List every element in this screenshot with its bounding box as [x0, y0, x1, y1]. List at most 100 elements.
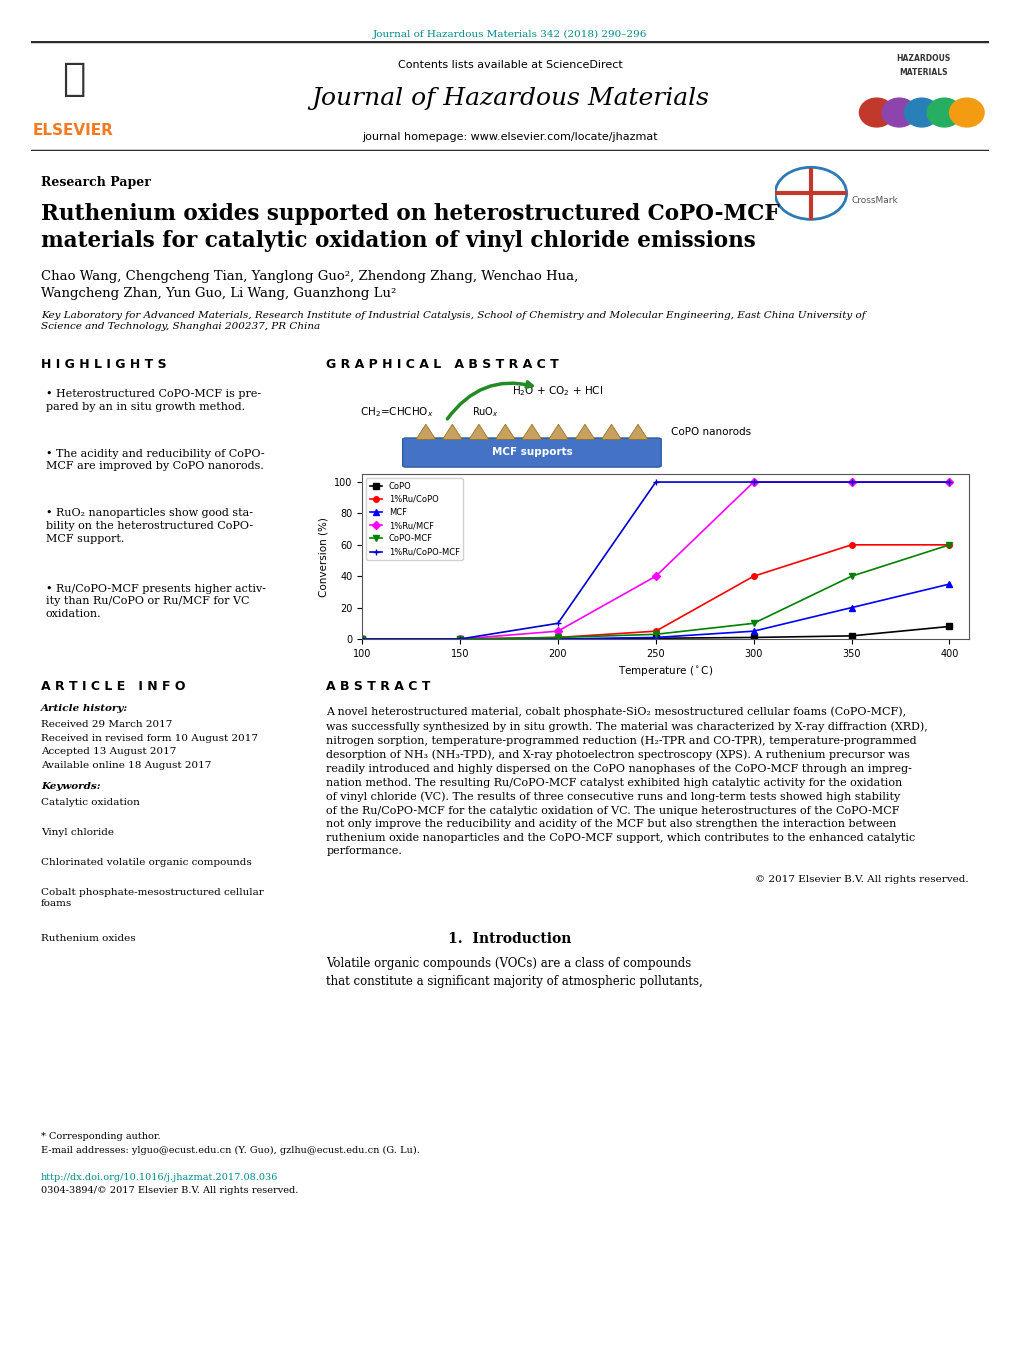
1%Ru/CoPO — [845, 536, 857, 553]
1%Ru/MCF — [747, 474, 759, 490]
Polygon shape — [628, 424, 647, 439]
CoPO — [845, 628, 857, 644]
Text: Contents lists available at ScienceDirect: Contents lists available at ScienceDirec… — [397, 61, 622, 70]
1%Ru/CoPO-MCF — [943, 474, 955, 490]
Polygon shape — [548, 424, 568, 439]
1%Ru/CoPO — [943, 536, 955, 553]
Text: MATERIALS: MATERIALS — [898, 69, 947, 77]
CoPO-MCF — [453, 631, 466, 647]
Text: Keywords:: Keywords: — [41, 782, 100, 792]
Text: A R T I C L E   I N F O: A R T I C L E I N F O — [41, 680, 185, 693]
Text: E-mail addresses: ylguo@ecust.edu.cn (Y. Guo), gzlhu@ecust.edu.cn (G. Lu).: E-mail addresses: ylguo@ecust.edu.cn (Y.… — [41, 1146, 419, 1155]
Text: © 2017 Elsevier B.V. All rights reserved.: © 2017 Elsevier B.V. All rights reserved… — [755, 875, 968, 885]
MCF — [356, 631, 368, 647]
MCF — [649, 630, 661, 646]
Text: Cobalt phosphate-mesostructured cellular
foams: Cobalt phosphate-mesostructured cellular… — [41, 888, 263, 908]
Text: journal homepage: www.elsevier.com/locate/jhazmat: journal homepage: www.elsevier.com/locat… — [362, 132, 657, 142]
MCF — [747, 623, 759, 639]
CoPO-MCF — [845, 569, 857, 585]
CoPO-MCF — [649, 627, 661, 643]
Text: A B S T R A C T: A B S T R A C T — [326, 680, 430, 693]
1%Ru/CoPO — [551, 630, 564, 646]
Polygon shape — [442, 424, 462, 439]
1%Ru/CoPO — [453, 631, 466, 647]
CoPO — [649, 630, 661, 646]
1%Ru/CoPO — [747, 569, 759, 585]
Text: Received 29 March 2017: Received 29 March 2017 — [41, 720, 172, 730]
1%Ru/CoPO-MCF — [747, 474, 759, 490]
Text: Ruthenium oxides supported on heterostructured CoPO-MCF
materials for catalytic : Ruthenium oxides supported on heterostru… — [41, 203, 779, 251]
Circle shape — [949, 99, 983, 127]
MCF — [453, 631, 466, 647]
1%Ru/MCF — [551, 623, 564, 639]
Polygon shape — [495, 424, 515, 439]
1%Ru/MCF — [453, 631, 466, 647]
Circle shape — [904, 99, 938, 127]
CoPO — [747, 630, 759, 646]
1%Ru/MCF — [845, 474, 857, 490]
MCF — [943, 576, 955, 592]
Line: 1%Ru/CoPO-MCF: 1%Ru/CoPO-MCF — [359, 480, 952, 642]
Text: * Corresponding author.: * Corresponding author. — [41, 1132, 160, 1142]
Text: ELSEVIER: ELSEVIER — [33, 123, 114, 138]
Text: Research Paper: Research Paper — [41, 176, 151, 189]
Text: CrossMark: CrossMark — [851, 196, 898, 205]
Circle shape — [881, 99, 916, 127]
Polygon shape — [522, 424, 541, 439]
1%Ru/MCF — [649, 569, 661, 585]
CoPO-MCF — [551, 630, 564, 646]
Line: 1%Ru/MCF: 1%Ru/MCF — [359, 480, 952, 642]
Line: CoPO: CoPO — [359, 624, 952, 642]
CoPO-MCF — [747, 615, 759, 631]
Text: Chlorinated volatile organic compounds: Chlorinated volatile organic compounds — [41, 858, 252, 867]
FancyBboxPatch shape — [403, 438, 660, 467]
CoPO-MCF — [356, 631, 368, 647]
Circle shape — [859, 99, 893, 127]
Line: 1%Ru/CoPO: 1%Ru/CoPO — [359, 542, 952, 642]
1%Ru/CoPO — [649, 623, 661, 639]
1%Ru/CoPO-MCF — [453, 631, 466, 647]
Text: Journal of Hazardous Materials: Journal of Hazardous Materials — [311, 86, 708, 109]
Text: Chao Wang, Chengcheng Tian, Yanglong Guo², Zhendong Zhang, Wenchao Hua,
Wangchen: Chao Wang, Chengcheng Tian, Yanglong Guo… — [41, 270, 578, 300]
Text: 1.  Introduction: 1. Introduction — [448, 932, 571, 946]
CoPO — [943, 619, 955, 635]
CoPO — [453, 631, 466, 647]
Text: 0304-3894/© 2017 Elsevier B.V. All rights reserved.: 0304-3894/© 2017 Elsevier B.V. All right… — [41, 1186, 298, 1196]
Text: RuO$_x$: RuO$_x$ — [472, 405, 498, 419]
1%Ru/MCF — [356, 631, 368, 647]
Text: Accepted 13 August 2017: Accepted 13 August 2017 — [41, 747, 176, 757]
Text: • RuO₂ nanoparticles show good sta-
bility on the heterostructured CoPO-
MCF sup: • RuO₂ nanoparticles show good sta- bili… — [46, 508, 253, 543]
X-axis label: Temperature ($^\circ$C): Temperature ($^\circ$C) — [618, 665, 712, 678]
Text: H$_2$O + CO$_2$ + HCl: H$_2$O + CO$_2$ + HCl — [512, 385, 602, 399]
Text: • The acidity and reducibility of CoPO-
MCF are improved by CoPO nanorods.: • The acidity and reducibility of CoPO- … — [46, 449, 264, 471]
Line: MCF: MCF — [359, 581, 952, 642]
Polygon shape — [416, 424, 435, 439]
Text: http://dx.doi.org/10.1016/j.jhazmat.2017.08.036: http://dx.doi.org/10.1016/j.jhazmat.2017… — [41, 1173, 278, 1182]
Polygon shape — [601, 424, 621, 439]
Polygon shape — [575, 424, 594, 439]
CoPO-MCF — [943, 536, 955, 553]
Text: H I G H L I G H T S: H I G H L I G H T S — [41, 358, 166, 372]
Circle shape — [926, 99, 961, 127]
Text: G R A P H I C A L   A B S T R A C T: G R A P H I C A L A B S T R A C T — [326, 358, 558, 372]
Text: CH$_2$=CHCHO$_x$: CH$_2$=CHCHO$_x$ — [360, 405, 433, 419]
Text: Catalytic oxidation: Catalytic oxidation — [41, 798, 140, 808]
Text: Ruthenium oxides: Ruthenium oxides — [41, 934, 136, 943]
Text: HAZARDOUS: HAZARDOUS — [895, 54, 950, 63]
1%Ru/CoPO-MCF — [649, 474, 661, 490]
MCF — [845, 600, 857, 616]
Text: Article history:: Article history: — [41, 704, 128, 713]
1%Ru/CoPO-MCF — [356, 631, 368, 647]
Text: Available online 18 August 2017: Available online 18 August 2017 — [41, 761, 211, 770]
Y-axis label: Conversion (%): Conversion (%) — [318, 516, 328, 597]
1%Ru/CoPO-MCF — [551, 615, 564, 631]
Text: CoPO nanorods: CoPO nanorods — [671, 427, 751, 436]
Polygon shape — [469, 424, 488, 439]
CoPO — [551, 631, 564, 647]
Legend: CoPO, 1%Ru/CoPO, MCF, 1%Ru/MCF, CoPO-MCF, 1%Ru/CoPO-MCF: CoPO, 1%Ru/CoPO, MCF, 1%Ru/MCF, CoPO-MCF… — [366, 478, 463, 559]
Line: CoPO-MCF: CoPO-MCF — [359, 542, 952, 642]
Text: • Heterostructured CoPO-MCF is pre-
pared by an in situ growth method.: • Heterostructured CoPO-MCF is pre- pare… — [46, 389, 261, 412]
1%Ru/MCF — [943, 474, 955, 490]
Text: Journal of Hazardous Materials 342 (2018) 290–296: Journal of Hazardous Materials 342 (2018… — [373, 30, 646, 39]
Text: Key Laboratory for Advanced Materials, Research Institute of Industrial Catalysi: Key Laboratory for Advanced Materials, R… — [41, 311, 864, 331]
